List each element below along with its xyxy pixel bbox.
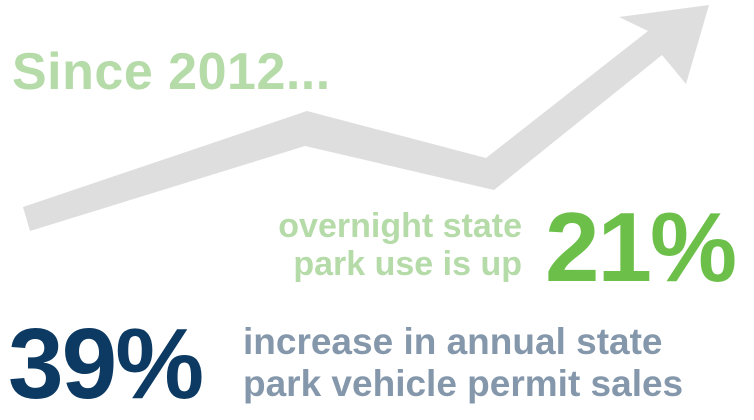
stat-1-line-1: overnight state (278, 207, 522, 245)
stat-2-value: 39% (8, 308, 204, 420)
stat-1-value: 21% (545, 192, 737, 302)
trend-arrow-shape (23, 5, 709, 231)
stat-2-line-1: increase in annual state (243, 321, 663, 362)
headline: Since 2012... (12, 43, 331, 101)
stat-2-description: increase in annual state park vehicle pe… (243, 321, 748, 405)
stat-2-line-2: park vehicle permit sales (243, 363, 684, 404)
stat-1-line-2: park use is up (293, 245, 522, 283)
stat-1-description: overnight state park use is up (202, 207, 522, 283)
